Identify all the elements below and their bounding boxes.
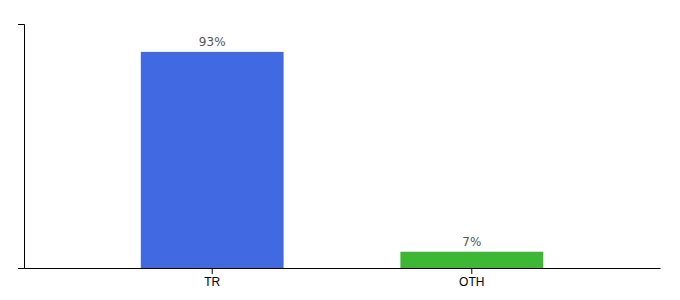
x-tick-label: OTH	[459, 275, 484, 289]
chart-container: TR OTH 93% 7%	[0, 0, 680, 300]
x-tick-label: TR	[204, 275, 220, 289]
bar	[141, 52, 284, 268]
y-axis-line	[18, 25, 25, 269]
x-axis-line	[25, 268, 661, 269]
x-tick-mark	[212, 268, 213, 274]
chart-svg: TR OTH 93% 7%	[0, 0, 680, 300]
x-tick: TR	[204, 268, 220, 289]
bar	[400, 252, 543, 268]
data-label: 7%	[462, 235, 481, 249]
plot-area: TR OTH 93% 7%	[18, 25, 661, 289]
bars	[141, 52, 543, 268]
x-axis: TR OTH	[25, 268, 661, 289]
data-labels: 93% 7%	[199, 35, 481, 249]
y-axis	[18, 25, 25, 269]
x-tick: OTH	[459, 268, 484, 289]
x-tick-mark	[471, 268, 472, 274]
data-label: 93%	[199, 35, 226, 49]
